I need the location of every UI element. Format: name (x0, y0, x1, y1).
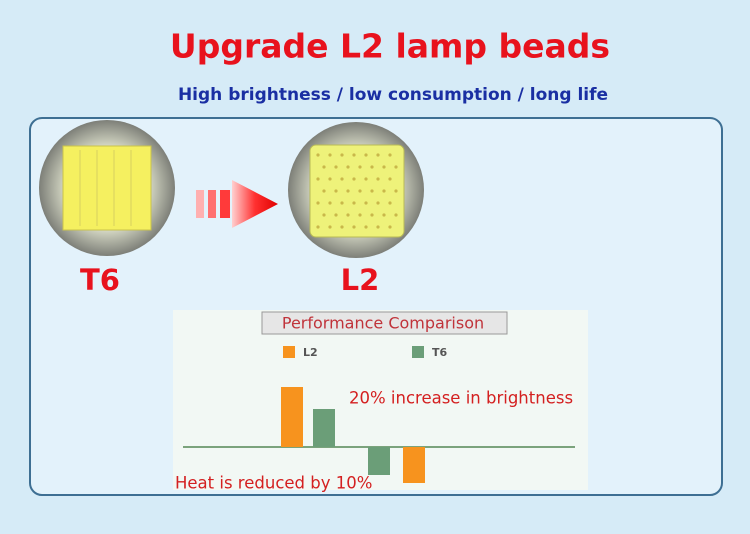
legend-label: T6 (432, 346, 448, 359)
chip-dot (322, 165, 326, 169)
bar (281, 387, 303, 447)
chip-dot (388, 153, 392, 157)
chip-dot (376, 177, 380, 181)
chip-dot (334, 213, 338, 217)
chip-dot (316, 201, 320, 205)
chip-dot (322, 189, 326, 193)
bead-label: L2 (341, 263, 380, 297)
chip-dot (382, 165, 386, 169)
arrow (196, 180, 278, 228)
chip-dot (370, 213, 374, 217)
chip-dot (328, 153, 332, 157)
chip-dot (388, 177, 392, 181)
chip-dot (328, 177, 332, 181)
bar (313, 409, 335, 447)
annotation: 20% increase in brightness (349, 389, 573, 408)
annotation: Heat is reduced by 10% (175, 474, 372, 493)
bar (368, 447, 390, 475)
chip-dot (316, 177, 320, 181)
chip-dot (376, 225, 380, 229)
chip-dot (328, 201, 332, 205)
chip-dot (340, 153, 344, 157)
bead-chip (62, 145, 152, 231)
chip-dot (322, 213, 326, 217)
chip-dot (376, 201, 380, 205)
chip-dot (364, 153, 368, 157)
chip-dot (358, 189, 362, 193)
bead-label: T6 (80, 263, 120, 297)
chip-dot (370, 165, 374, 169)
chip-dot (358, 165, 362, 169)
chip-dot (394, 165, 398, 169)
legend-label: L2 (303, 346, 318, 359)
chip-dot (394, 213, 398, 217)
chip-dot (376, 153, 380, 157)
chip-dot (340, 201, 344, 205)
chip-dot (316, 225, 320, 229)
chip-dot (334, 165, 338, 169)
chip-dot (382, 189, 386, 193)
chip-dot (334, 189, 338, 193)
chip-dot (352, 225, 356, 229)
chip-dots (316, 153, 398, 229)
chip-dot (364, 201, 368, 205)
chip-dot (394, 189, 398, 193)
title: Upgrade L2 lamp beads (170, 27, 610, 66)
chart-title-box (261, 311, 508, 335)
chip-lines (79, 150, 132, 226)
bead-chip (309, 144, 405, 238)
subtitle: High brightness / low consumption / long… (178, 85, 608, 105)
chip-dot (346, 165, 350, 169)
chip-dot (388, 225, 392, 229)
legend-swatch (283, 346, 295, 358)
chip-dot (388, 201, 392, 205)
legend-swatch (412, 346, 424, 358)
chip-dot (364, 225, 368, 229)
chip-dot (346, 189, 350, 193)
chip-dot (346, 213, 350, 217)
chip-dot (328, 225, 332, 229)
chart-title: Performance Comparison (282, 314, 484, 333)
chip-dot (370, 189, 374, 193)
bar (403, 447, 425, 483)
chip-dot (382, 213, 386, 217)
chip-dot (352, 177, 356, 181)
chip-dot (358, 213, 362, 217)
chip-dot (340, 177, 344, 181)
chip-dot (340, 225, 344, 229)
chip-dot (352, 153, 356, 157)
chip-dot (364, 177, 368, 181)
chip-dot (352, 201, 356, 205)
chip-dot (316, 153, 320, 157)
